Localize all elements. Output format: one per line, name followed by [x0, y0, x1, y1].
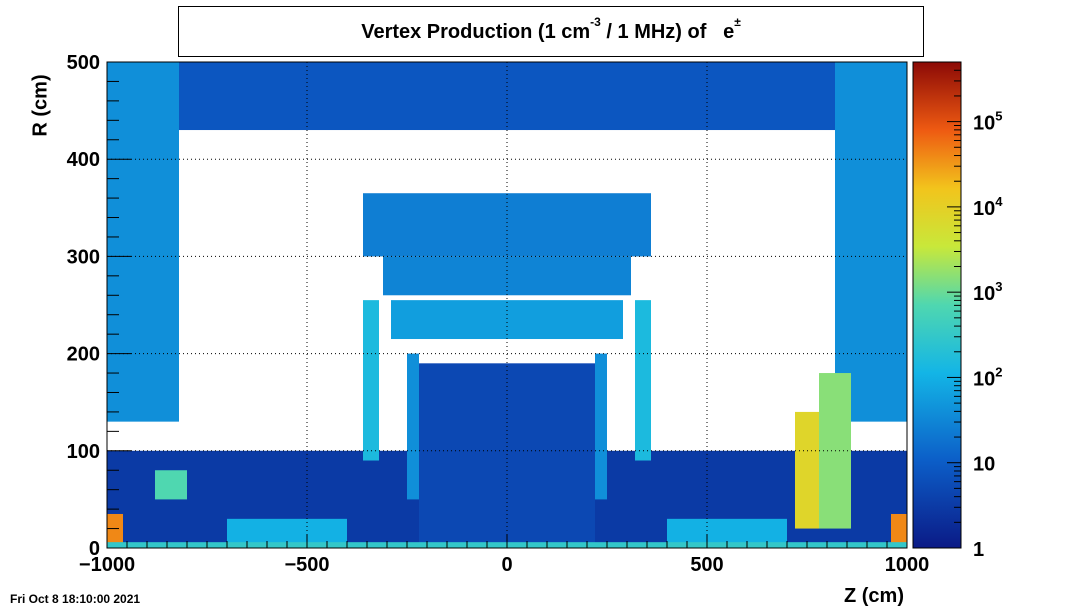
x-axis-label: Z (cm) [844, 585, 904, 607]
colorbar [912, 61, 962, 549]
heatmap-region [595, 353, 607, 500]
heatmap-region [835, 62, 907, 422]
heatmap-region [407, 353, 419, 500]
heatmap-region [667, 518, 787, 544]
heatmap-region [107, 62, 179, 422]
title-particle: e [723, 21, 735, 43]
chart-title: Vertex Production (1 cm-3 / 1 MHz) of e± [179, 15, 923, 44]
heatmap-region [795, 411, 819, 529]
title-pre: Vertex Production (1 cm [361, 21, 591, 43]
colorbar-tick-label: 104 [973, 194, 1003, 220]
colorbar-tick-label: 10 [973, 454, 995, 476]
title-particle-sup: ± [734, 15, 741, 29]
heatmap-region [155, 470, 187, 500]
y-tick-label: 400 [67, 149, 100, 171]
heatmap-region [363, 193, 651, 257]
y-tick-label: 300 [67, 246, 100, 268]
heatmap-region [391, 300, 623, 340]
chart-title-box: Vertex Production (1 cm-3 / 1 MHz) of e± [178, 6, 924, 57]
y-tick-label: 200 [67, 344, 100, 366]
footer-date: Fri Oct 8 18:10:00 2021 [10, 592, 141, 606]
y-tick-label: 0 [89, 538, 100, 560]
colorbar-tick-label: 105 [973, 109, 1002, 135]
colorbar-tick-label: 1 [973, 539, 984, 561]
x-tick-label: −1000 [79, 554, 135, 576]
colorbar-tick-label: 103 [973, 279, 1002, 305]
title-post: / 1 MHz) of [600, 21, 707, 43]
x-tick-label: 0 [501, 554, 512, 576]
x-tick-label: −500 [284, 554, 329, 576]
y-tick-label: 100 [67, 441, 100, 463]
colorbar-tick-label: 102 [973, 364, 1002, 390]
heatmap-region [891, 513, 907, 544]
heatmap-region [179, 62, 835, 131]
heatmap-region [419, 363, 595, 544]
x-tick-label: 500 [690, 554, 723, 576]
x-tick-label: 1000 [885, 554, 930, 576]
heatmap-region [363, 300, 379, 461]
heatmap-region [227, 518, 347, 544]
title-exponent: -3 [590, 15, 601, 29]
y-tick-label: 500 [67, 52, 100, 74]
heatmap-region [635, 300, 651, 461]
